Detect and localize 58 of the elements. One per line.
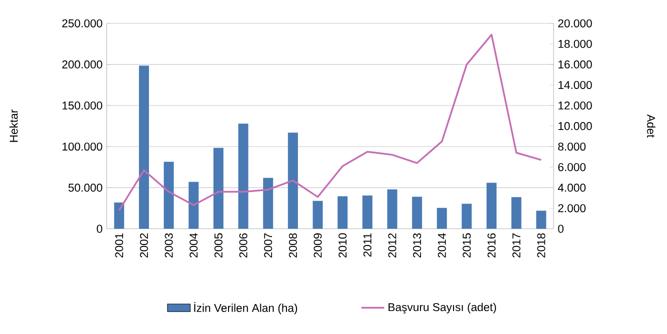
bar: [536, 210, 546, 229]
x-tick-label: 2007: [264, 233, 272, 258]
y2-axis-title: Adet: [647, 114, 656, 138]
x-tick-label: 2006: [239, 233, 248, 258]
y2-tick-label: 20.000: [558, 19, 592, 28]
bar: [436, 208, 447, 229]
y2-tick-label: 6.000: [558, 163, 586, 172]
y2-tick-label: 8.000: [558, 142, 586, 151]
y2-tick-label: 2.000: [558, 204, 586, 212]
x-tick-label: 2013: [413, 233, 422, 258]
x-tick-label: 2004: [190, 233, 198, 258]
x-tick-label: 2008: [288, 233, 297, 258]
bar: [213, 148, 224, 229]
bar: [362, 195, 372, 229]
bar: [462, 204, 472, 229]
y-tick-label: 50.000: [68, 184, 102, 192]
x-tick-label: 2016: [488, 233, 496, 258]
y2-tick-label: 16.000: [558, 60, 592, 68]
bar: [164, 162, 174, 229]
x-tick-label: 2002: [140, 233, 148, 258]
y-tick-label: 0: [96, 224, 102, 233]
x-tick-label: 2011: [363, 233, 372, 257]
bar: [114, 202, 124, 229]
x-tick-label: 2009: [314, 233, 322, 258]
x-tick-label: 2012: [388, 233, 396, 258]
bar: [338, 196, 348, 229]
y-tick-label: 250.000: [62, 19, 102, 28]
y2-tick-label: 14.000: [558, 80, 592, 89]
y-tick-label: 100.000: [62, 142, 102, 151]
bar: [412, 196, 422, 229]
bar: [188, 182, 199, 229]
y2-tick-label: 0: [558, 224, 564, 233]
x-tick-label: 2015: [462, 233, 471, 258]
bar: [511, 197, 522, 229]
bar: [387, 189, 398, 229]
bar: [312, 200, 323, 229]
y2-tick-label: 18.000: [558, 40, 592, 48]
x-tick-label: 2001: [115, 233, 124, 258]
legend-label: Başvuru Sayısı (adet): [388, 302, 496, 314]
y-tick-label: 150.000: [62, 101, 102, 110]
bar: [263, 178, 274, 229]
x-tick-label: 2018: [537, 233, 546, 258]
y2-tick-label: 12.000: [558, 101, 592, 110]
bar: [238, 124, 248, 229]
line-series: [118, 34, 542, 212]
y2-tick-label: 10.000: [558, 122, 592, 130]
x-tick-label: 2014: [438, 233, 446, 258]
y-tick-label: 200.000: [62, 60, 102, 68]
x-tick-label: 2010: [338, 233, 347, 258]
bar: [288, 132, 298, 229]
bar: [138, 66, 149, 229]
x-tick-label: 2005: [214, 233, 222, 258]
legend-label: İzin Verilen Alan (ha): [194, 302, 298, 314]
x-tick-label: 2003: [164, 233, 173, 258]
bar: [486, 182, 497, 229]
x-tick-label: 2017: [512, 233, 520, 258]
y2-tick-label: 4.000: [558, 184, 586, 192]
y-axis-title: Hektar: [9, 109, 18, 142]
